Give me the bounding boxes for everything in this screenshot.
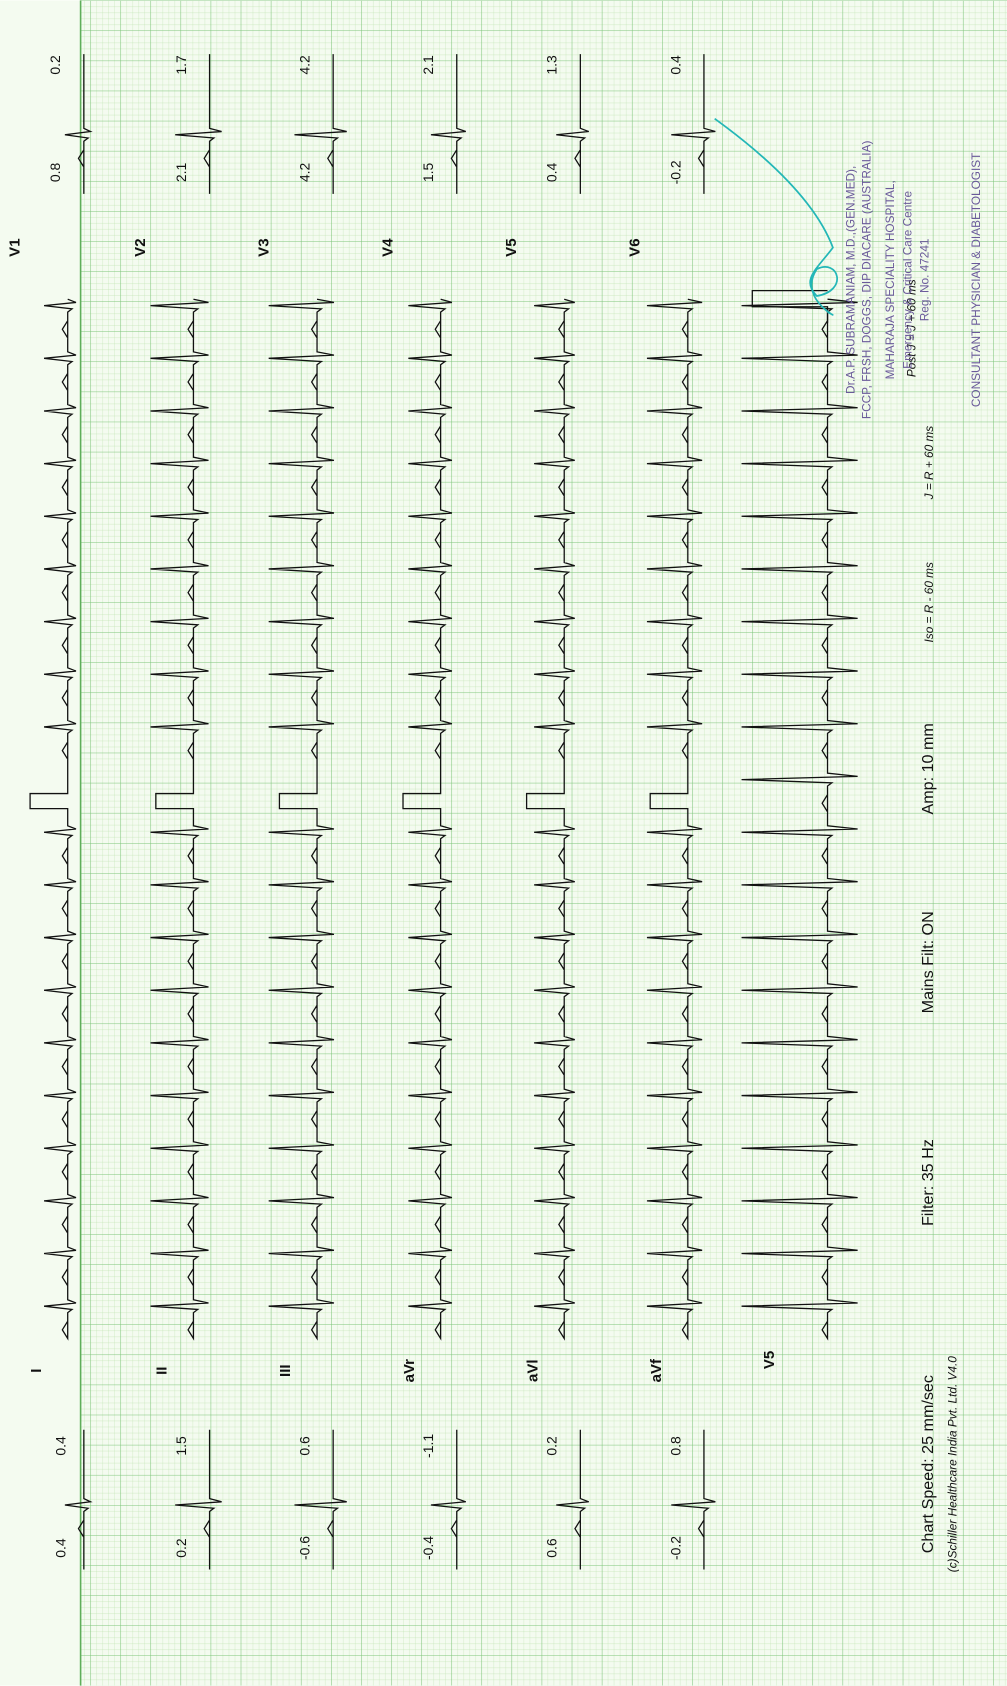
ecg-complex xyxy=(556,1429,589,1570)
labels: I 0.4 0.4 II 0.2 1.5 III -0.6 0.6 aVr -0.4 -1.1 aVl 0… xyxy=(6,55,983,1572)
ecg-complex xyxy=(175,54,222,194)
ecg-trace xyxy=(29,298,77,1341)
lead-measure: 0.2 xyxy=(47,55,63,75)
ecg-complex xyxy=(430,1429,466,1570)
traces xyxy=(29,54,858,1570)
amplitude: Amp: 10 mm xyxy=(919,723,937,814)
lead-measure: 0.4 xyxy=(53,1538,69,1558)
lead-label: V5 xyxy=(503,238,520,256)
stamp-line: Reg. No. 47241 xyxy=(918,238,932,321)
ecg-trace xyxy=(525,298,575,1341)
lead-measure: -0.6 xyxy=(297,1536,313,1560)
lead-measure: 4.2 xyxy=(297,55,313,75)
lead-measure: 0.6 xyxy=(544,1538,560,1558)
post-j: Post J = J + 60 ms xyxy=(905,279,919,377)
lead-label: V5 xyxy=(761,1351,778,1369)
lead-label: V3 xyxy=(256,238,273,256)
lead-measure: 0.4 xyxy=(667,55,683,75)
lead-measure: 0.4 xyxy=(544,162,560,182)
ecg-trace xyxy=(646,298,703,1341)
lead-measure: 2.1 xyxy=(420,55,436,75)
lead-measure: 0.4 xyxy=(53,1436,69,1456)
lead-measure: 1.7 xyxy=(173,55,189,75)
ecg-complex xyxy=(671,1429,716,1570)
ecg-complex xyxy=(294,1429,347,1570)
lead-measure: 2.1 xyxy=(173,162,189,182)
lead-measure: -1.1 xyxy=(420,1434,436,1458)
lead-label: I xyxy=(28,1369,45,1373)
ecg-complex xyxy=(671,54,716,194)
ecg-complex xyxy=(64,1429,93,1570)
grid xyxy=(80,0,1007,1686)
iso: Iso = R - 60 ms xyxy=(922,562,936,643)
lead-label: V6 xyxy=(626,238,643,256)
stamp-line: Emergency & Critical Care Centre xyxy=(900,190,914,368)
ecg-trace xyxy=(150,298,209,1341)
j-point: J = R + 60 ms xyxy=(922,426,936,501)
lead-label: aVr xyxy=(401,1359,418,1383)
lead-measure: 1.3 xyxy=(544,55,560,75)
lead-label: II xyxy=(154,1367,171,1375)
lead-measure: 0.8 xyxy=(667,1436,683,1456)
chart-speed: Chart Speed: 25 mm/sec xyxy=(919,1375,937,1553)
lead-measure: 0.2 xyxy=(173,1538,189,1558)
lead-label: V1 xyxy=(6,238,23,256)
filter: Filter: 35 Hz xyxy=(919,1139,937,1226)
ecg-complex xyxy=(64,54,93,194)
lead-label: aVl xyxy=(524,1359,541,1382)
lead-label: aVf xyxy=(648,1358,665,1382)
lead-measure: 0.2 xyxy=(544,1436,560,1456)
lead-measure: -0.2 xyxy=(667,160,683,184)
lead-measure: 1.5 xyxy=(420,162,436,182)
stamp-line: Dr.A.P. SUBRAMANIAM, M.D.,(GEN.MED), xyxy=(843,166,857,394)
lead-label: V2 xyxy=(132,238,149,256)
lead-measure: 0.8 xyxy=(47,162,63,182)
stamp-line: CONSULTANT PHYSICIAN & DIABETOLOGIST xyxy=(969,153,983,407)
lead-label: III xyxy=(277,1364,294,1377)
ecg-complex xyxy=(175,1429,222,1570)
ecg-trace xyxy=(402,298,453,1341)
lead-measure: 1.5 xyxy=(173,1436,189,1456)
lead-measure: -0.4 xyxy=(420,1536,436,1560)
lead-measure: -0.2 xyxy=(667,1536,683,1560)
stamp-line: FCCP, FRSH, DOGGS, DIP DIACARE (AUSTRALI… xyxy=(860,141,874,420)
ecg-trace xyxy=(268,298,335,1341)
mains-filter: Mains Filt: ON xyxy=(919,911,937,1013)
copyright: (c)Schiller Healthcare India Pvt. Ltd. V… xyxy=(945,1356,959,1572)
lead-measure: 0.6 xyxy=(297,1436,313,1456)
ecg-complex xyxy=(294,54,347,194)
lead-label: V4 xyxy=(379,238,396,257)
rhythm-trace xyxy=(741,298,858,1341)
signature xyxy=(714,117,838,316)
ecg-complex xyxy=(556,54,589,194)
stamp-line: MAHARAJA SPECIALITY HOSPITAL, xyxy=(883,180,897,379)
ecg-complex xyxy=(430,54,466,194)
lead-measure: 4.2 xyxy=(297,162,313,182)
